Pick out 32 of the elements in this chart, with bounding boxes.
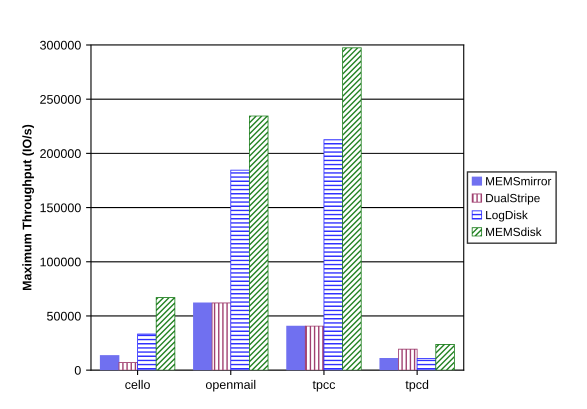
legend-label: MEMSdisk (486, 227, 542, 236)
legend-label: DualStripe (486, 194, 540, 205)
bar (416, 358, 436, 370)
bar (230, 170, 250, 370)
bar (156, 297, 176, 370)
bar (304, 326, 324, 370)
y-tick-label: 300000 (40, 40, 81, 50)
y-tick-label: 150000 (40, 203, 81, 212)
y-tick-label: 0 (74, 366, 81, 375)
bar (100, 355, 120, 370)
bar (248, 116, 268, 370)
y-tick-label: 50000 (47, 312, 81, 321)
legend-label: LogDisk (486, 210, 528, 222)
bar (193, 302, 213, 370)
bar (342, 47, 362, 370)
y-tick-label: 100000 (40, 258, 81, 266)
y-tick-label: 250000 (40, 94, 81, 104)
y-axis-title: Maximum Throughput (IO/s) (22, 124, 34, 290)
x-tick-label: tpcc (312, 380, 336, 392)
bar (286, 326, 306, 370)
y-tick-label: 200000 (40, 149, 81, 158)
x-tick-label: cello (125, 380, 150, 390)
bar (398, 348, 418, 370)
bar (324, 139, 344, 370)
legend-label: MEMSmirror (486, 176, 552, 186)
bar (137, 334, 157, 370)
x-tick-label: tpcd (406, 380, 428, 392)
bar (118, 362, 138, 370)
bar (435, 344, 455, 370)
bar (212, 302, 232, 370)
x-tick-label: openmail (206, 380, 256, 392)
bar (379, 358, 399, 370)
